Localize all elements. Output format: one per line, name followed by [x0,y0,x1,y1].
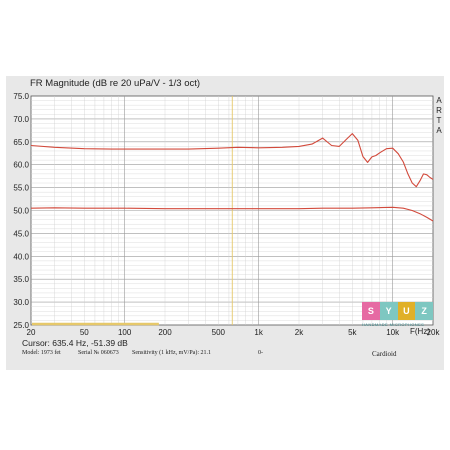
logo-letter: U [397,302,416,320]
footer-serial: Serial № 060673 [78,350,119,356]
y-tick-label: 70.0 [13,115,29,124]
series-line-2 [30,206,434,222]
x-tick-label: 5k [348,328,357,337]
measurement-sheet: 25.0 30.0 35.0 40.0 45.0 50.0 55.0 60.0 65.0 70.0… [6,76,444,370]
side-label-char: A [436,126,442,135]
x-tick-label: 20 [27,328,36,337]
x-tick-label: 200 [158,328,172,337]
y-tick-label: 45.0 [13,229,29,238]
y-tick-label: 55.0 [13,184,29,193]
y-tick-label: 35.0 [13,275,29,284]
cursor-line [32,96,233,326]
logo-letter: Z [415,302,433,320]
footer-extra: 0- [258,350,263,356]
x-tick-label: 50 [80,328,89,337]
y-tick-label: 30.0 [13,298,29,307]
x-tick-label: 500 [212,328,226,337]
syuz-logo: S Y U Z HANDMADE MICROPHONES [362,302,433,329]
side-label-char: R [436,106,442,115]
frequency-response-chart: 25.0 30.0 35.0 40.0 45.0 50.0 55.0 60.0 65.0 70.0… [13,92,441,337]
x-tick-label: 1k [254,328,263,337]
series-line-1 [30,133,434,188]
y-tick-label: 60.0 [13,161,29,170]
y-tick-label: 65.0 [13,138,29,147]
series-lines [30,133,434,222]
footer-pattern: Cardioid [372,350,397,358]
logo-letter: S [362,302,380,320]
footer-model: Model: 1973 fet [22,350,61,356]
logo-tagline: HANDMADE MICROPHONES [362,322,425,327]
side-label-char: A [436,96,442,105]
y-tick-label: 40.0 [13,252,29,261]
x-axis-ticks: 20 50 100 200 500 1k 2k 5k 10k 20k [27,328,441,337]
cursor-readout: Cursor: 635.4 Hz, -51.39 dB [22,338,128,348]
y-tick-label: 75.0 [13,92,29,101]
chart-title: FR Magnitude (dB re 20 uPa/V - 1/3 oct) [30,78,201,89]
x-tick-label: 20k [427,328,441,337]
side-label-char: T [436,116,442,125]
logo-letter: Y [379,302,398,320]
y-tick-label: 25.0 [13,321,29,330]
y-axis-ticks: 25.0 30.0 35.0 40.0 45.0 50.0 55.0 60.0 65.0 70.0… [13,92,29,330]
x-tick-label: 10k [386,328,400,337]
x-tick-label: 2k [295,328,304,337]
y-tick-label: 50.0 [13,207,29,216]
x-tick-label: 100 [118,328,132,337]
x-axis-label: F(Hz) [410,327,430,336]
footer-sensitivity: Sensitivity (1 kHz, mV/Pa): 21.1 [132,350,211,356]
